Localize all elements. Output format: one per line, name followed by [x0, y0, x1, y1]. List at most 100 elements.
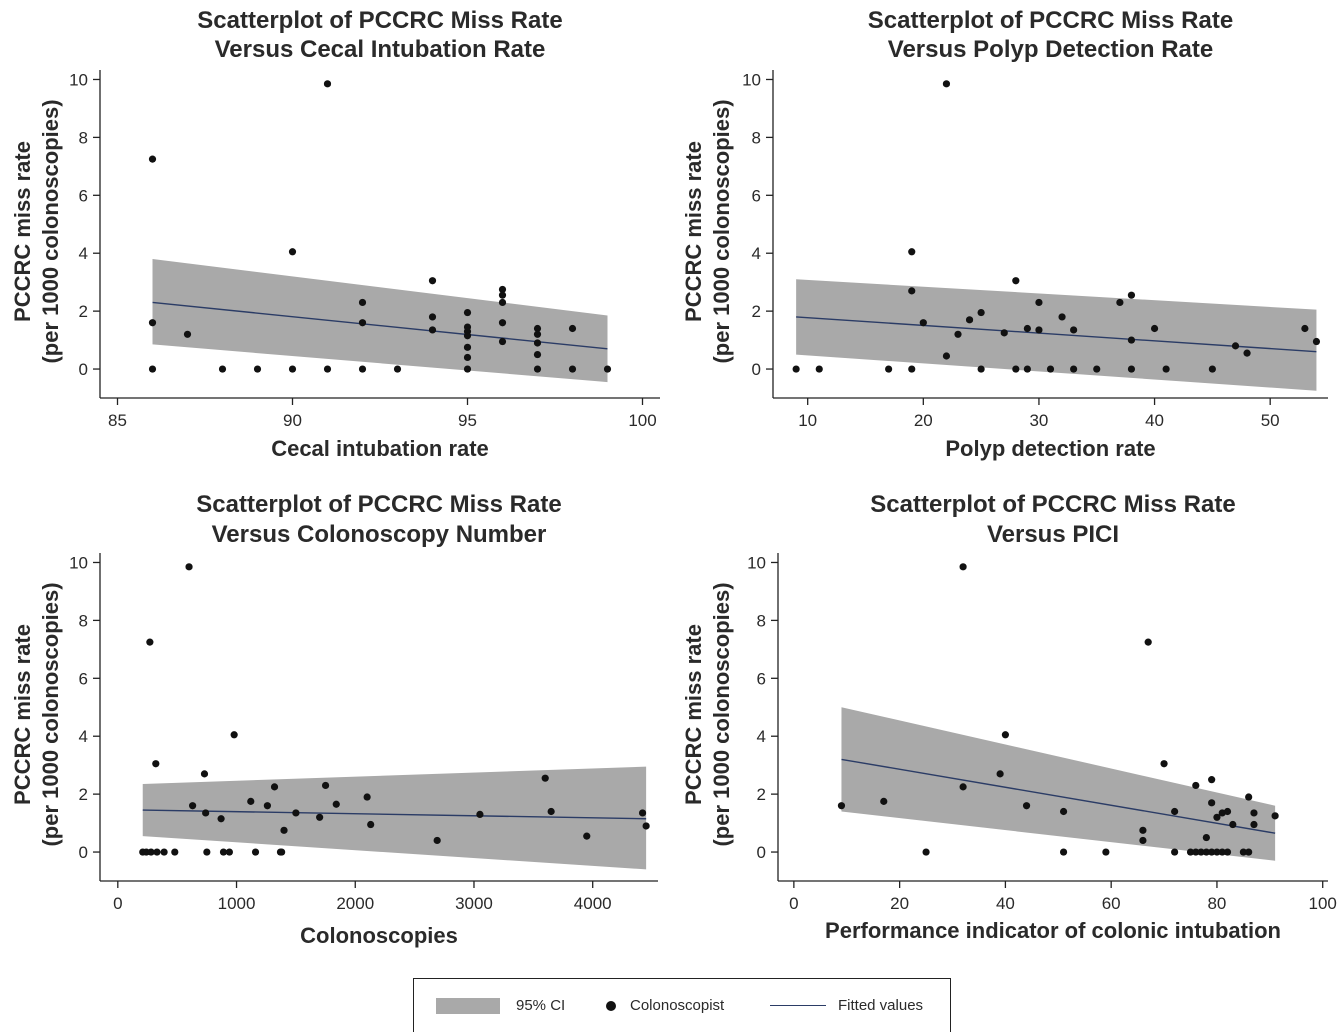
data-point: [1192, 848, 1200, 856]
fitted-line: [841, 758, 1276, 834]
data-point: [292, 809, 300, 817]
y-axis-title-line: PCCRC miss rate: [681, 624, 706, 805]
data-point: [1127, 365, 1136, 373]
chart-title-line: Scatterplot of PCCRC Miss Rate: [197, 7, 562, 34]
chart-title-line: Scatterplot of PCCRC Miss Rate: [870, 491, 1235, 518]
data-point: [1197, 848, 1205, 856]
data-point: [965, 316, 974, 324]
data-point: [885, 365, 893, 373]
data-point: [153, 848, 161, 856]
data-point: [463, 332, 472, 340]
y-tick-label: 4: [757, 727, 766, 746]
data-point: [1171, 807, 1179, 816]
legend: 95% CI Colonoscopist Fitted values: [413, 978, 951, 1032]
y-tick-label: 0: [757, 843, 766, 862]
y-tick-label: 4: [79, 244, 88, 263]
legend-item-fit: Fitted values: [770, 997, 923, 1014]
data-point: [498, 337, 507, 346]
y-tick-label: 8: [752, 128, 761, 147]
data-point: [1144, 638, 1152, 646]
fit-line-swatch: [770, 1005, 826, 1006]
y-tick-label: 10: [747, 553, 766, 572]
data-point: [152, 760, 160, 768]
data-point: [148, 365, 157, 373]
data-point: [476, 810, 484, 819]
x-axis-title: Colonoscopies: [300, 923, 458, 948]
data-point: [533, 330, 542, 338]
y-tick-label: 2: [79, 785, 88, 804]
data-point: [1162, 365, 1170, 373]
data-point: [1301, 324, 1309, 333]
data-point: [1202, 833, 1210, 842]
ci-band: [142, 766, 647, 870]
data-point: [837, 802, 846, 810]
data-point: [463, 353, 472, 362]
data-point: [977, 365, 985, 373]
x-tick-label: 40: [996, 894, 1015, 913]
data-point: [1171, 848, 1179, 856]
data-point: [1250, 809, 1258, 817]
y-axis-title-line: (per 1000 colonoscopies): [38, 99, 63, 363]
data-point: [1102, 848, 1110, 856]
legend-points-label: Colonoscopist: [630, 997, 725, 1014]
x-tick-label: 30: [1029, 411, 1048, 430]
data-point: [1059, 807, 1068, 816]
data-point: [1208, 848, 1216, 856]
data-point: [498, 285, 507, 294]
data-point: [908, 287, 916, 295]
data-point: [270, 783, 279, 791]
data-point: [1229, 820, 1237, 829]
x-tick-label: 0: [789, 894, 798, 913]
data-point: [358, 319, 367, 327]
data-point: [498, 319, 507, 327]
data-point: [1070, 326, 1078, 334]
data-point: [1012, 277, 1020, 285]
y-tick-label: 10: [69, 553, 88, 572]
data-point: [541, 774, 549, 782]
data-point: [200, 770, 209, 778]
data-point: [1001, 731, 1010, 739]
data-point: [1243, 349, 1251, 357]
data-point: [1139, 836, 1147, 845]
y-tick-label: 10: [742, 70, 761, 89]
data-point: [189, 802, 197, 810]
x-axis-title: Performance indicator of colonic intubat…: [825, 918, 1281, 943]
y-tick-label: 0: [752, 360, 761, 379]
data-point: [332, 800, 340, 808]
data-point: [942, 352, 951, 360]
data-point: [1245, 793, 1253, 801]
data-point: [880, 797, 888, 805]
ci-band: [796, 279, 1317, 391]
ci-swatch: [436, 997, 500, 1014]
data-point: [217, 815, 225, 823]
y-axis-title-line: PCCRC miss rate: [10, 624, 35, 805]
x-tick-label: 20: [890, 894, 909, 913]
data-point: [288, 248, 297, 256]
legend-item-points: Colonoscopist: [606, 997, 724, 1014]
legend-item-ci: 95% CI: [436, 997, 565, 1014]
data-point: [1059, 848, 1068, 856]
data-point: [1070, 365, 1078, 373]
x-tick-label: 4000: [574, 894, 612, 913]
fitted-line: [142, 809, 647, 820]
data-point: [278, 848, 286, 856]
data-point: [568, 365, 577, 373]
x-tick-label: 2000: [336, 894, 374, 913]
x-tick-label: 85: [108, 411, 127, 430]
data-point: [533, 324, 542, 333]
x-tick-label: 0: [113, 894, 122, 913]
data-point: [463, 308, 472, 317]
data-point: [288, 365, 297, 373]
data-point: [1093, 365, 1101, 373]
data-point: [185, 563, 193, 571]
data-point: [171, 848, 179, 856]
data-point: [642, 822, 650, 830]
y-tick-label: 4: [79, 727, 88, 746]
data-point: [498, 291, 507, 299]
data-point: [996, 770, 1004, 778]
data-point: [533, 365, 542, 373]
ci-band: [152, 259, 608, 383]
